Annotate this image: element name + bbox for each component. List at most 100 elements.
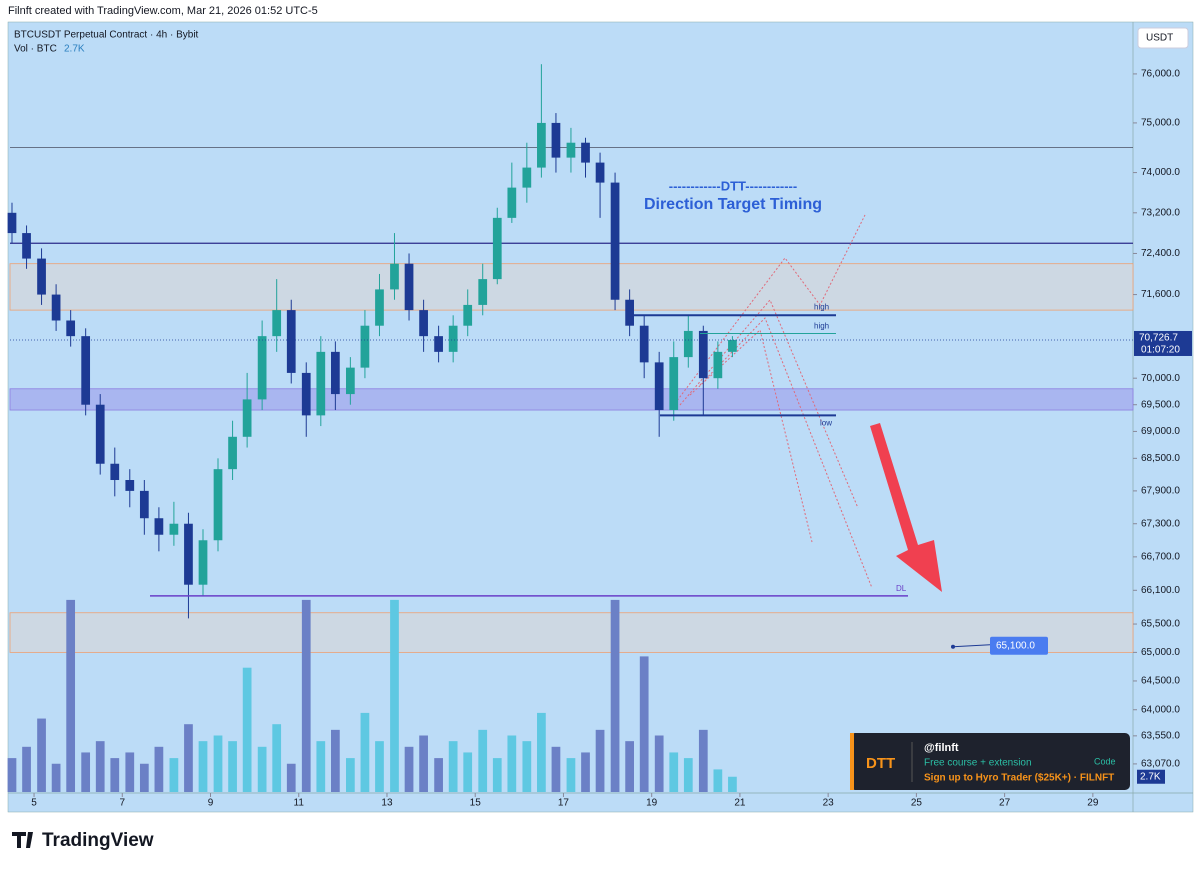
volume-bar (345, 758, 355, 792)
candle-body (228, 436, 237, 470)
annotation: Direction Target Timing (644, 196, 822, 213)
volume-bar (551, 746, 561, 792)
chart-area (7, 21, 1194, 813)
volume-bar (169, 758, 179, 792)
x-tick-label: 29 (1087, 798, 1099, 809)
logo-icon (12, 832, 33, 848)
candle-body (301, 372, 311, 416)
x-tick-label: 11 (294, 798, 305, 809)
volume-bar (286, 763, 296, 792)
volume-bar (330, 729, 340, 792)
volume-bar (434, 758, 443, 792)
candle-body (404, 263, 414, 311)
candle-body (286, 310, 296, 373)
candle-body (434, 336, 443, 352)
volume-bar (390, 599, 399, 792)
candle-body (698, 330, 708, 379)
volume-bar (537, 712, 546, 792)
candle-body (551, 122, 561, 158)
volume-bar (639, 656, 649, 792)
candle-body (51, 294, 61, 321)
candle-body (330, 351, 340, 395)
candle-body (522, 167, 532, 188)
volume-bar (198, 741, 208, 792)
y-tick-label: 74,000.0 (1141, 167, 1180, 178)
candle-body (713, 351, 723, 379)
volume-bar (360, 712, 370, 792)
red-arrow (870, 423, 942, 592)
y-tick-label: 69,000.0 (1141, 426, 1180, 437)
candle-body (728, 339, 737, 352)
candle-body (683, 330, 693, 358)
y-tick-label: 68,500.0 (1141, 453, 1180, 464)
volume-last-label: 2.7K (1140, 771, 1161, 782)
volume-bar (713, 769, 723, 792)
currency-box[interactable] (1137, 27, 1189, 49)
volume-bar (507, 735, 517, 792)
candle-body (81, 336, 91, 405)
y-tick-label: 67,300.0 (1141, 518, 1180, 529)
candle-body (375, 289, 384, 326)
candle-body (360, 325, 370, 368)
candle-body (390, 263, 399, 290)
candle-body (257, 336, 267, 400)
candle-body (125, 480, 135, 491)
candle-body (478, 279, 488, 305)
ad-line: Sign up to Hyro Trader ($25K+) · FILNFT (924, 773, 1114, 784)
x-tick-label: 27 (999, 798, 1011, 809)
x-tick-label: 25 (911, 798, 923, 809)
target-box (990, 636, 1048, 655)
x-tick-label: 23 (823, 798, 835, 809)
candle-body (139, 490, 149, 519)
candle-body (345, 367, 355, 395)
volume-bar (478, 729, 488, 792)
volume-label: Vol · BTC (14, 44, 57, 55)
volume-bar (110, 758, 120, 792)
y-tick-label: 76,000.0 (1141, 69, 1180, 80)
volume-bar (566, 758, 576, 792)
candle-body (566, 142, 576, 158)
currency: USDT (1146, 33, 1173, 44)
candle-body (184, 523, 193, 585)
y-tick-label: 75,000.0 (1141, 118, 1180, 129)
candle-body (110, 463, 120, 481)
projection-arrows (669, 214, 873, 589)
volume-bar (7, 758, 17, 792)
candle-body (198, 540, 208, 585)
volume-bar (463, 752, 473, 792)
candle-body (537, 122, 546, 168)
range-label: high (814, 322, 829, 331)
volume-bar (698, 729, 708, 792)
last-price-box (1134, 330, 1192, 356)
ad-handle: @filnft (924, 742, 959, 754)
candle-body (95, 404, 105, 464)
projection (689, 329, 813, 543)
candle-body (419, 310, 428, 337)
volume-bar (66, 599, 76, 792)
zone (9, 388, 1134, 411)
candle-body (316, 351, 326, 416)
volume-bar (95, 741, 105, 792)
volume-bar (728, 776, 737, 792)
x-tick-label: 19 (646, 798, 658, 809)
range-label: high (814, 302, 829, 311)
candle-body (639, 325, 649, 363)
y-tick-label: 64,500.0 (1141, 676, 1180, 687)
candle-body (669, 357, 679, 411)
volume-bar (184, 724, 193, 792)
footer-logo: TradingView (42, 830, 154, 851)
ad-box[interactable] (850, 733, 1130, 790)
chart-title: BTCUSDT Perpetual Contract · 4h · Bybit (14, 30, 199, 41)
volume-bar (213, 735, 223, 792)
candle-body (625, 299, 634, 326)
zone (9, 612, 1134, 653)
volume-bar (37, 718, 46, 792)
y-tick-label: 65,500.0 (1141, 619, 1180, 630)
y-tick-label: 70,000.0 (1141, 373, 1180, 384)
y-tick-label: 64,000.0 (1141, 704, 1180, 715)
dl-label: DL (896, 584, 907, 593)
volume-bar (448, 741, 458, 792)
candle-body (492, 217, 502, 280)
volume-bar (22, 746, 31, 792)
